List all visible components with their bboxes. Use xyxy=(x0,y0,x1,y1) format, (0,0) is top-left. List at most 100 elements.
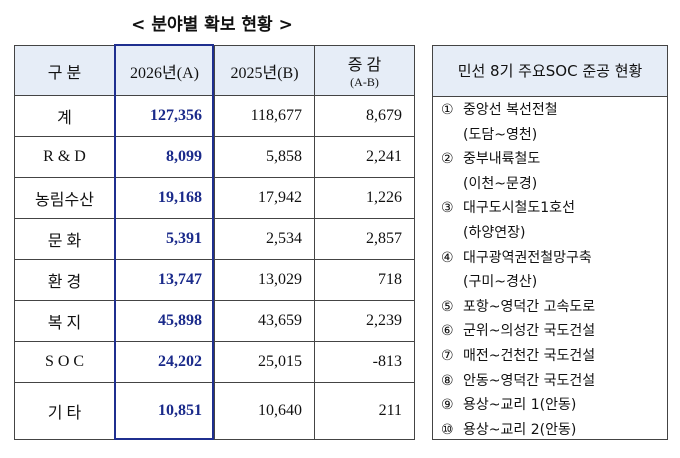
header-text: 2026년(A) xyxy=(130,64,199,82)
table-row: 문 화 5,391 2,534 2,857 xyxy=(14,218,415,260)
table-row: 환 경 13,747 13,029 718 xyxy=(14,259,415,301)
value-cell: 13,747 xyxy=(114,259,215,301)
table-row: S O C 24,202 25,015 -813 xyxy=(14,341,415,383)
project-item: ① 중앙선 복선전철 (도담~영천) xyxy=(441,98,667,147)
value-cell: 718 xyxy=(314,259,415,301)
category-cell: R & D xyxy=(14,136,115,178)
project-line: ⑨ 용상~교리 1(안동) xyxy=(441,393,667,418)
value-cell: 5,391 xyxy=(114,218,215,260)
value-cell: 45,898 xyxy=(114,300,215,342)
project-text: 중앙선 복선전철 xyxy=(463,102,558,118)
header-text: 2025년(B) xyxy=(230,64,299,82)
project-item: ⑤ 포항~영덕간 고속도로 xyxy=(441,295,667,320)
project-number: ② xyxy=(441,151,454,168)
table-row: 계 127,356 118,677 8,679 xyxy=(14,95,415,137)
table-row: R & D 8,099 5,858 2,241 xyxy=(14,136,415,178)
value-cell: 25,015 xyxy=(214,341,315,383)
project-text: (도담~영천) xyxy=(463,126,538,143)
header-text: 구 분 xyxy=(47,64,82,82)
project-number: ⑨ xyxy=(441,397,454,414)
project-line: (도담~영천) xyxy=(441,123,667,148)
value-cell: 43,659 xyxy=(214,300,315,342)
value-cell: 10,640 xyxy=(214,382,315,440)
value-cell: 8,099 xyxy=(114,136,215,178)
value-cell: 5,858 xyxy=(214,136,315,178)
project-list: ① 중앙선 복선전철 (도담~영천) ② 중부내륙철도 (이천~문경) ③ 대구도시철도1호선… xyxy=(433,97,667,442)
project-number: ⑩ xyxy=(441,421,454,438)
category-cell: 복 지 xyxy=(14,300,115,342)
project-number: ⑤ xyxy=(441,298,454,315)
project-line: (구미~경산) xyxy=(441,270,667,295)
project-text: 대구광역권전철망구축 xyxy=(463,249,592,266)
header-text: 증 감 xyxy=(347,57,382,74)
project-item: ③ 대구도시철도1호선 (하양연장) xyxy=(441,196,667,245)
project-item: ⑦ 매전~건천간 국도건설 xyxy=(441,344,667,369)
project-number: ③ xyxy=(441,200,454,217)
project-item: ⑧ 안동~영덕간 국도건설 xyxy=(441,369,667,394)
project-text: 안동~영덕간 국도건설 xyxy=(463,372,596,389)
project-item: ⑩ 용상~교리 2(안동) xyxy=(441,418,667,443)
project-text: 용상~교리 1(안동) xyxy=(463,397,577,414)
category-cell: 농림수산 xyxy=(14,177,115,219)
project-line: (하양연장) xyxy=(441,221,667,246)
value-cell: 13,029 xyxy=(214,259,315,301)
header-row: 구 분 2026년(A) 2025년(B) 증 감 (A-B) xyxy=(14,45,415,96)
value-cell: 127,356 xyxy=(114,95,215,137)
header-cell: 2025년(B) xyxy=(214,45,315,96)
budget-table: 구 분 2026년(A) 2025년(B) 증 감 (A-B) 계 127,356 118,6… xyxy=(14,45,415,440)
project-text: 포항~영덕간 고속도로 xyxy=(463,298,596,315)
value-cell: 10,851 xyxy=(114,382,215,440)
project-line: (이천~문경) xyxy=(441,172,667,197)
table-row: 기 타 10,851 10,640 211 xyxy=(14,382,415,440)
category-cell: 기 타 xyxy=(14,382,115,440)
project-title: 민선 8기 주요SOC 준공 현황 xyxy=(433,46,667,97)
value-cell: 118,677 xyxy=(214,95,315,137)
project-text: (이천~문경) xyxy=(463,175,538,192)
header-cell: 2026년(A) xyxy=(114,45,215,96)
table-row: 복 지 45,898 43,659 2,239 xyxy=(14,300,415,342)
header-cell: 구 분 xyxy=(14,45,115,96)
project-number: ⑥ xyxy=(441,323,454,340)
project-item: ⑨ 용상~교리 1(안동) xyxy=(441,393,667,418)
project-text: 군위~의성간 국도건설 xyxy=(463,323,596,340)
value-cell: 19,168 xyxy=(114,177,215,219)
project-text: 대구도시철도1호선 xyxy=(463,200,575,217)
project-item: ② 중부내륙철도 (이천~문경) xyxy=(441,147,667,196)
project-text: 중부내륙철도 xyxy=(463,151,541,168)
project-item: ⑥ 군위~의성간 국도건설 xyxy=(441,319,667,344)
category-cell: 문 화 xyxy=(14,218,115,260)
project-number: ⑦ xyxy=(441,347,454,364)
project-line: ⑦ 매전~건천간 국도건설 xyxy=(441,344,667,369)
project-line: ⑥ 군위~의성간 국도건설 xyxy=(441,319,667,344)
project-line: ① 중앙선 복선전철 xyxy=(441,98,667,123)
header-text: (A-B) xyxy=(350,75,379,89)
value-cell: 2,534 xyxy=(214,218,315,260)
project-line: ③ 대구도시철도1호선 xyxy=(441,196,667,221)
project-text: (하양연장) xyxy=(463,224,526,241)
value-cell: 2,239 xyxy=(314,300,415,342)
project-box: 민선 8기 주요SOC 준공 현황 ① 중앙선 복선전철 (도담~영천) ② 중부내륙철… xyxy=(432,45,668,440)
value-cell: 1,226 xyxy=(314,177,415,219)
category-cell: 계 xyxy=(14,95,115,137)
project-text: 매전~건천간 국도건설 xyxy=(463,347,596,364)
title: < 분야별 확보 현황 > xyxy=(131,15,293,35)
value-cell: -813 xyxy=(314,341,415,383)
table-row: 농림수산 19,168 17,942 1,226 xyxy=(14,177,415,219)
project-line: ⑩ 용상~교리 2(안동) xyxy=(441,418,667,443)
project-number: ⑧ xyxy=(441,372,454,389)
project-line: ④ 대구광역권전철망구축 xyxy=(441,246,667,271)
category-cell: 환 경 xyxy=(14,259,115,301)
project-number: ① xyxy=(441,102,454,118)
value-cell: 2,241 xyxy=(314,136,415,178)
project-item: ④ 대구광역권전철망구축 (구미~경산) xyxy=(441,246,667,295)
value-cell: 17,942 xyxy=(214,177,315,219)
header-cell: 증 감 (A-B) xyxy=(314,45,415,96)
value-cell: 2,857 xyxy=(314,218,415,260)
category-cell: S O C xyxy=(14,341,115,383)
value-cell: 24,202 xyxy=(114,341,215,383)
value-cell: 8,679 xyxy=(314,95,415,137)
project-line: ⑧ 안동~영덕간 국도건설 xyxy=(441,369,667,394)
project-line: ② 중부내륙철도 xyxy=(441,147,667,172)
project-line: ⑤ 포항~영덕간 고속도로 xyxy=(441,295,667,320)
